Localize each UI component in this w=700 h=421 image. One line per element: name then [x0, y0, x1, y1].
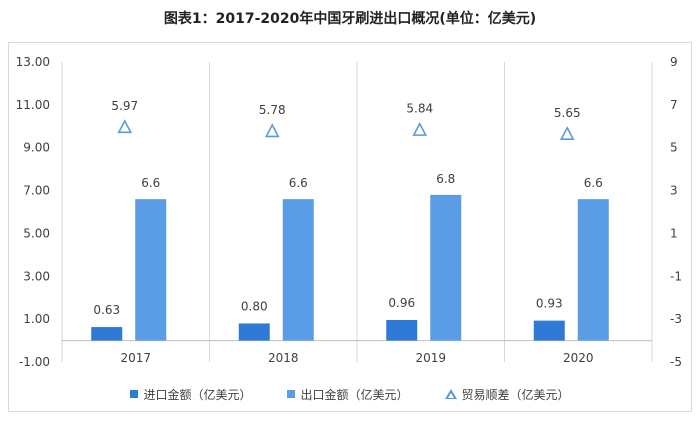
- data-label-balance: 5.78: [259, 103, 286, 117]
- bar-export: [430, 194, 462, 341]
- data-label-export: 6.6: [141, 176, 160, 190]
- y-right-tick-label: 7: [670, 98, 678, 112]
- y-left-tick-label: 3.00: [23, 269, 50, 283]
- y-left-tick-label: 9.00: [23, 141, 50, 155]
- y-right-tick-label: 3: [670, 184, 678, 198]
- data-label-import: 0.96: [388, 296, 415, 310]
- y-left-tick-label: 13.00: [16, 55, 50, 69]
- data-label-import: 0.80: [241, 299, 268, 313]
- y-left-tick-label: -1.00: [19, 355, 50, 369]
- bar-import: [386, 320, 418, 341]
- y-right-tick-label: -5: [670, 355, 682, 369]
- data-label-export: 6.6: [584, 176, 603, 190]
- y-left-tick-label: 11.00: [16, 98, 50, 112]
- data-label-balance: 5.65: [554, 106, 581, 120]
- legend-label-balance: 贸易顺差（亿美元）: [461, 387, 570, 402]
- y-right-tick-label: -3: [670, 312, 682, 326]
- marker-balance: [412, 121, 428, 136]
- x-tick-label: 2018: [268, 351, 299, 365]
- x-tick-label: 2019: [415, 351, 446, 365]
- y-left-tick-label: 1.00: [23, 312, 50, 326]
- legend-item-balance[interactable]: 贸易顺差（亿美元）: [444, 386, 570, 403]
- legend-triangle-icon: [444, 389, 457, 399]
- data-label-balance: 5.84: [406, 102, 433, 116]
- data-label-balance: 5.97: [111, 99, 138, 113]
- x-tick-label: 2020: [563, 351, 594, 365]
- legend-swatch-import: [130, 390, 139, 398]
- y-right-tick-label: 9: [670, 55, 678, 69]
- legend-label-import: 进口金额（亿美元）: [143, 387, 252, 402]
- y-left-tick-label: 7.00: [23, 184, 50, 198]
- marker-balance: [117, 119, 133, 134]
- legend-item-import[interactable]: 进口金额（亿美元）: [130, 386, 251, 403]
- bar-import: [533, 320, 565, 341]
- data-label-export: 6.8: [436, 172, 455, 186]
- y-right-tick-label: 5: [670, 141, 678, 155]
- bar-export: [577, 199, 609, 341]
- chart-title: 图表1：2017-2020年中国牙刷进出口概况(单位：亿美元): [163, 11, 537, 27]
- bar-import: [238, 323, 270, 341]
- bar-export: [282, 199, 314, 341]
- chart-frame: [8, 42, 692, 412]
- bar-export: [135, 199, 167, 341]
- y-left-tick-label: 5.00: [23, 226, 50, 240]
- marker-balance: [264, 123, 280, 138]
- legend-label-export: 出口金额（亿美元）: [300, 387, 409, 402]
- x-tick-label: 2017: [120, 351, 151, 365]
- y-right-tick-label: 1: [670, 226, 678, 240]
- data-label-export: 6.6: [289, 176, 308, 190]
- legend: 进口金额（亿美元） 出口金额（亿美元） 贸易顺差（亿美元）: [0, 384, 700, 404]
- bar-import: [91, 327, 123, 341]
- legend-swatch-export: [287, 390, 296, 398]
- data-label-import: 0.63: [93, 303, 120, 317]
- data-label-import: 0.93: [536, 297, 563, 311]
- y-right-tick-label: -1: [670, 269, 682, 283]
- legend-item-export[interactable]: 出口金额（亿美元）: [287, 386, 409, 403]
- marker-balance: [559, 126, 575, 140]
